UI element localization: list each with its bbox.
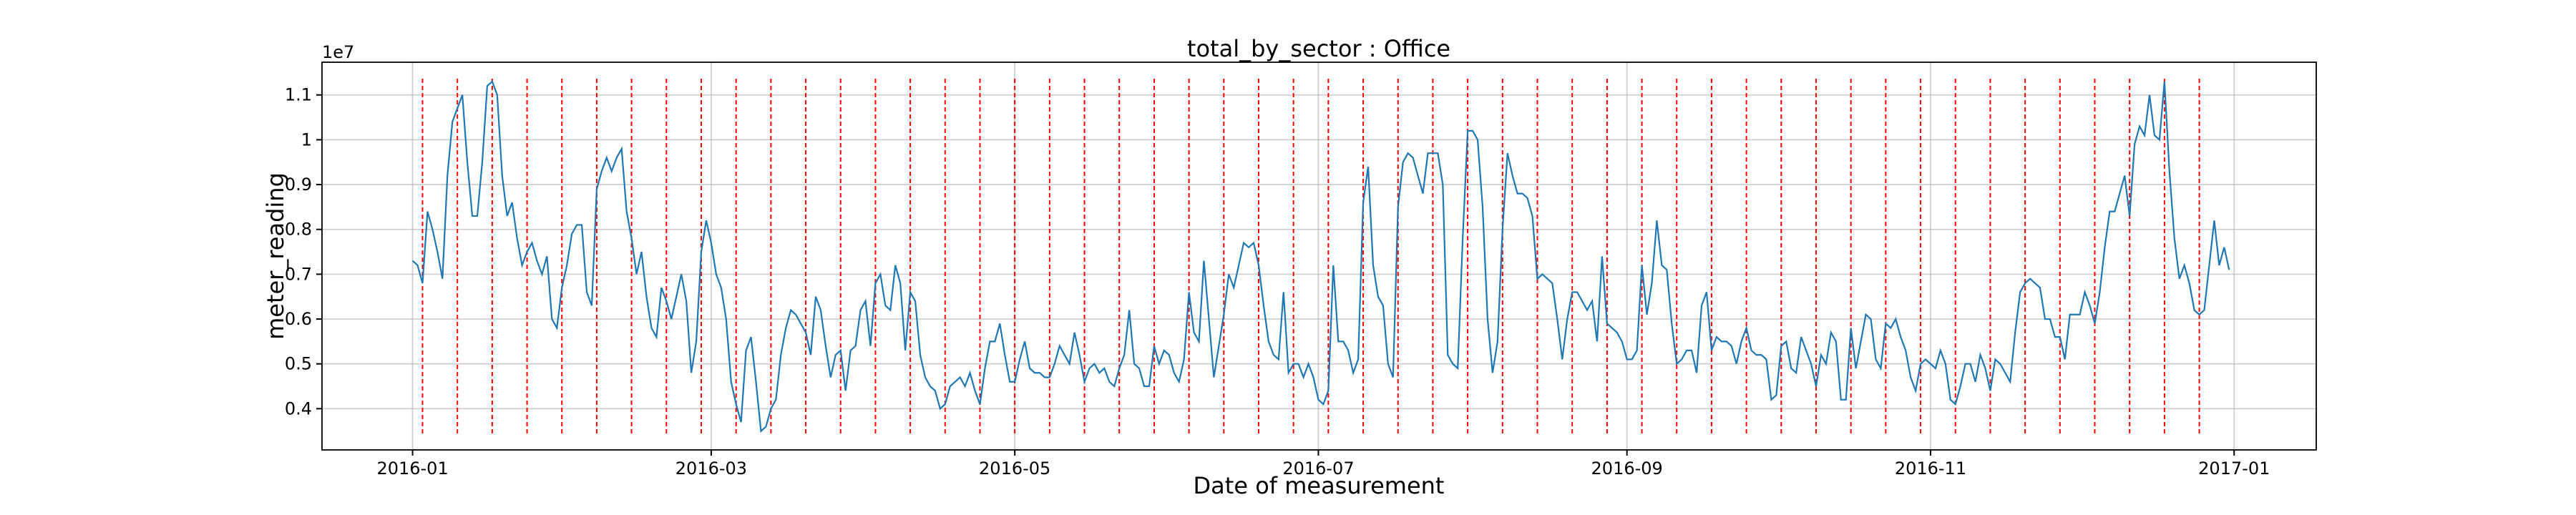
x-tick-label: 2016-09 [1591,458,1663,479]
y-axis-label: meter_reading [262,172,289,340]
y-tick-label: 0.6 [285,309,312,329]
y-offset-label: 1e7 [322,42,354,62]
y-tick-label: 0.7 [285,264,312,284]
y-tick-label: 1 [301,129,312,149]
x-tick-label: 2016-11 [1895,458,1966,479]
y-tick-label: 0.5 [285,354,312,374]
y-tick-label: 1.1 [285,85,312,105]
y-tick-label: 0.9 [285,175,312,195]
x-axis-label: Date of measurement [1194,472,1445,499]
x-tick-label: 2016-01 [376,458,448,479]
x-tick-label: 2016-07 [1282,458,1354,479]
data-line [411,80,2230,433]
chart-title: total_by_sector : Office [1187,35,1450,62]
plot-frame [321,62,2317,451]
x-tick-label: 2016-05 [979,458,1050,479]
y-tick-label: 0.8 [285,220,312,240]
y-tick-label: 0.4 [285,398,312,418]
x-tick-label: 2016-03 [675,458,747,479]
x-tick-label: 2017-01 [2198,458,2270,479]
